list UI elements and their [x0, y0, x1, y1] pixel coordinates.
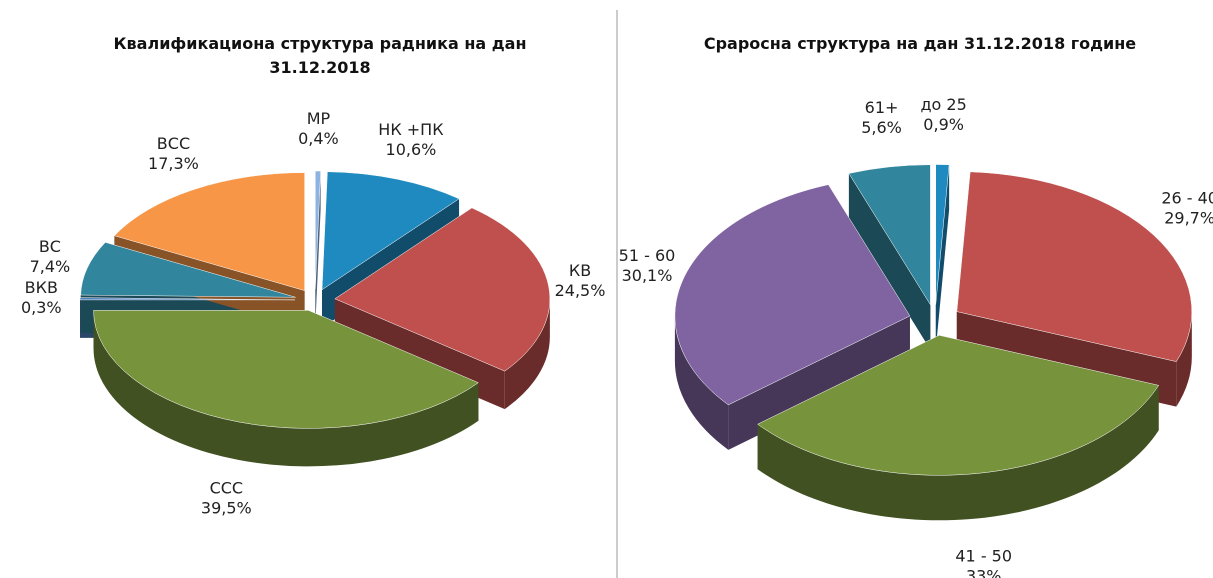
- slice-side: [93, 310, 479, 467]
- slice-label: МР: [307, 109, 331, 128]
- slice-label: НК +ПК: [378, 120, 444, 139]
- slice-side: [674, 315, 729, 450]
- slice-label: ССС: [210, 479, 244, 498]
- pie-slice: [848, 164, 931, 306]
- pie-slice: [674, 184, 911, 406]
- slice-value-label: 7,4%: [30, 257, 71, 276]
- pie-slice: [757, 335, 1160, 476]
- slice-value-label: 0,3%: [21, 298, 62, 317]
- pie-slice: [334, 207, 551, 372]
- slice-label: 41 - 50: [955, 546, 1012, 565]
- chart-title: Сраросна структура на дан 31.12.2018 год…: [703, 34, 1137, 53]
- slice-value-label: 17,3%: [148, 154, 199, 173]
- slice-label: ВС: [39, 237, 61, 256]
- slice-wall: [848, 173, 931, 350]
- pie-slice: [315, 170, 321, 290]
- pie-slice: [956, 171, 1193, 362]
- slice-value-label: 5,6%: [861, 118, 902, 137]
- pie-slice: [80, 242, 296, 298]
- pie-slice: [113, 172, 305, 291]
- pie-slice: [935, 164, 950, 305]
- slice-label: до 25: [920, 95, 966, 114]
- pie-slice: [93, 310, 479, 429]
- slice-value-label: 39,5%: [201, 499, 252, 518]
- slice-value-label: 0,9%: [923, 115, 964, 134]
- slice-label: ВКВ: [25, 278, 58, 297]
- slice-value-label: 29,7%: [1164, 208, 1213, 227]
- pie-slice: [79, 297, 296, 301]
- slice-value-label: 24,5%: [555, 281, 606, 300]
- slice-label: 51 - 60: [619, 246, 676, 265]
- pie-slice: [321, 171, 460, 291]
- slice-value-label: 0,4%: [298, 129, 339, 148]
- slice-label: 26 - 40: [1161, 188, 1213, 207]
- slice-value-label: 33%: [966, 566, 1002, 578]
- slice-label: ВСС: [157, 134, 190, 153]
- slice-label: КВ: [569, 261, 591, 280]
- chart-title: Квалификациона структура радника на дан …: [113, 34, 527, 77]
- slice-side: [757, 385, 1159, 521]
- slice-wall: [315, 171, 321, 328]
- slice-value-label: 30,1%: [622, 266, 673, 285]
- slice-value-label: 10,6%: [386, 140, 437, 159]
- slice-label: 61+: [865, 98, 899, 117]
- slice-side: [1176, 311, 1192, 407]
- slice-wall: [935, 164, 950, 350]
- slice-side: [504, 298, 550, 410]
